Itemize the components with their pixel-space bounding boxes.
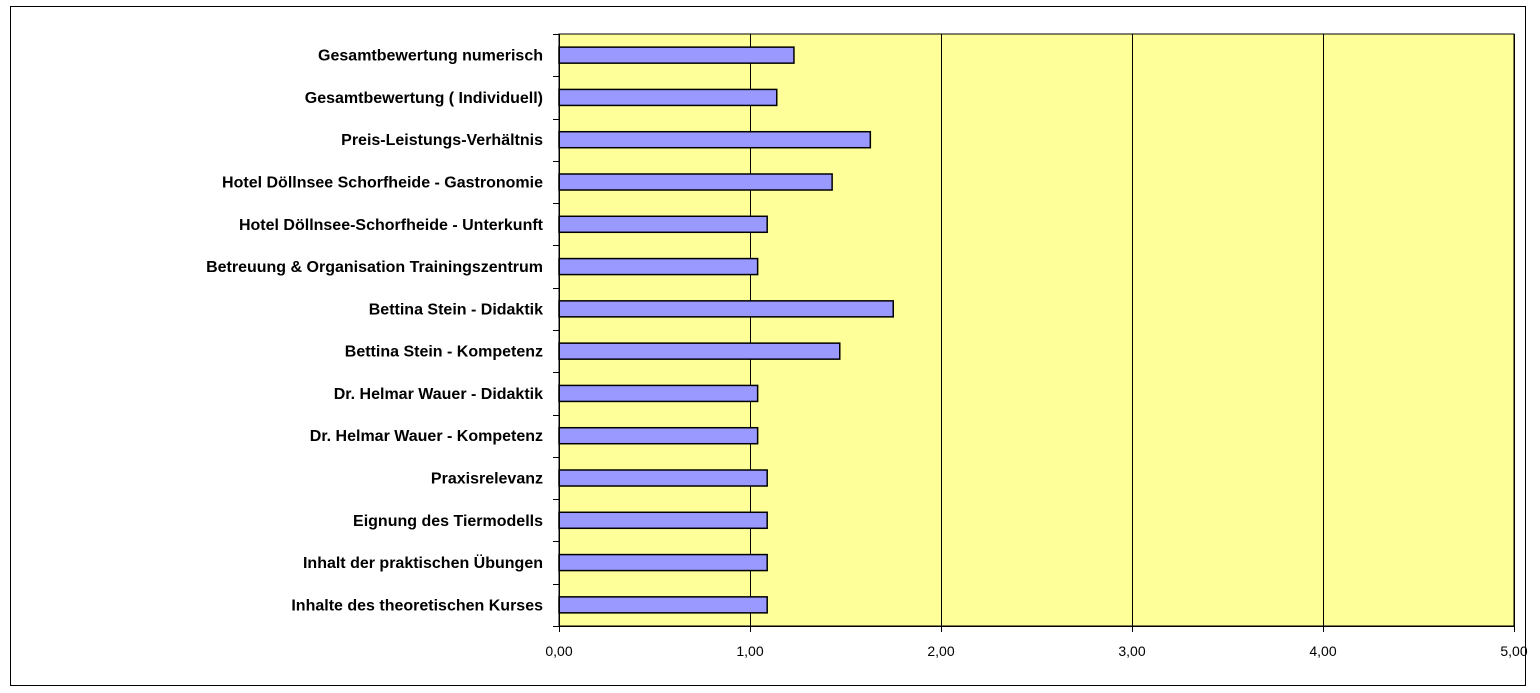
x-tick-label: 4,00 (1309, 643, 1336, 659)
category-label: Dr. Helmar Wauer - Didaktik (334, 386, 543, 403)
category-label: Hotel Döllnsee-Schorfheide - Unterkunft (239, 217, 544, 234)
category-label: Dr. Helmar Wauer - Kompetenz (310, 428, 543, 445)
bar (558, 88, 778, 107)
category-label: Inhalte des theoretischen Kurses (291, 597, 543, 614)
category-label: Inhalt der praktischen Übungen (303, 553, 543, 572)
bar (558, 173, 833, 191)
category-label: Bettina Stein - Didaktik (369, 301, 543, 318)
bar (558, 384, 759, 403)
category-label: Hotel Döllnsee Schorfheide - Gastronomie (222, 175, 543, 192)
x-tick-label: 3,00 (1118, 643, 1145, 659)
x-tick-label: 2,00 (927, 643, 954, 659)
bar (558, 46, 795, 64)
bar (558, 342, 841, 360)
x-tick-label: 0,00 (545, 643, 572, 659)
category-label: Bettina Stein - Kompetenz (345, 344, 543, 361)
category-label: Gesamtbewertung ( Individuell) (305, 90, 543, 107)
category-label: Preis-Leistungs-Verhältnis (341, 132, 543, 149)
bar (558, 469, 768, 487)
bar (558, 511, 768, 530)
bars (558, 46, 894, 614)
category-labels: Gesamtbewertung numerisch Gesamtbewertun… (206, 48, 544, 615)
bar (558, 130, 872, 149)
category-label: Gesamtbewertung numerisch (318, 48, 543, 65)
plot-area (558, 33, 1515, 627)
tick-labels: 0,00 1,00 2,00 3,00 4,00 5,00 (545, 643, 1527, 659)
bar (558, 215, 768, 234)
bar (558, 553, 768, 572)
category-label: Eignung des Tiermodells (353, 513, 543, 530)
x-tick-label: 5,00 (1500, 643, 1527, 659)
category-label: Praxisrelevanz (431, 471, 543, 488)
x-tick-label: 1,00 (736, 643, 763, 659)
bar (558, 257, 759, 276)
bar (558, 596, 768, 614)
category-label: Betreuung & Organisation Trainingszentru… (206, 259, 543, 276)
axes (553, 34, 1515, 632)
bar (558, 300, 894, 318)
bar (558, 426, 759, 445)
